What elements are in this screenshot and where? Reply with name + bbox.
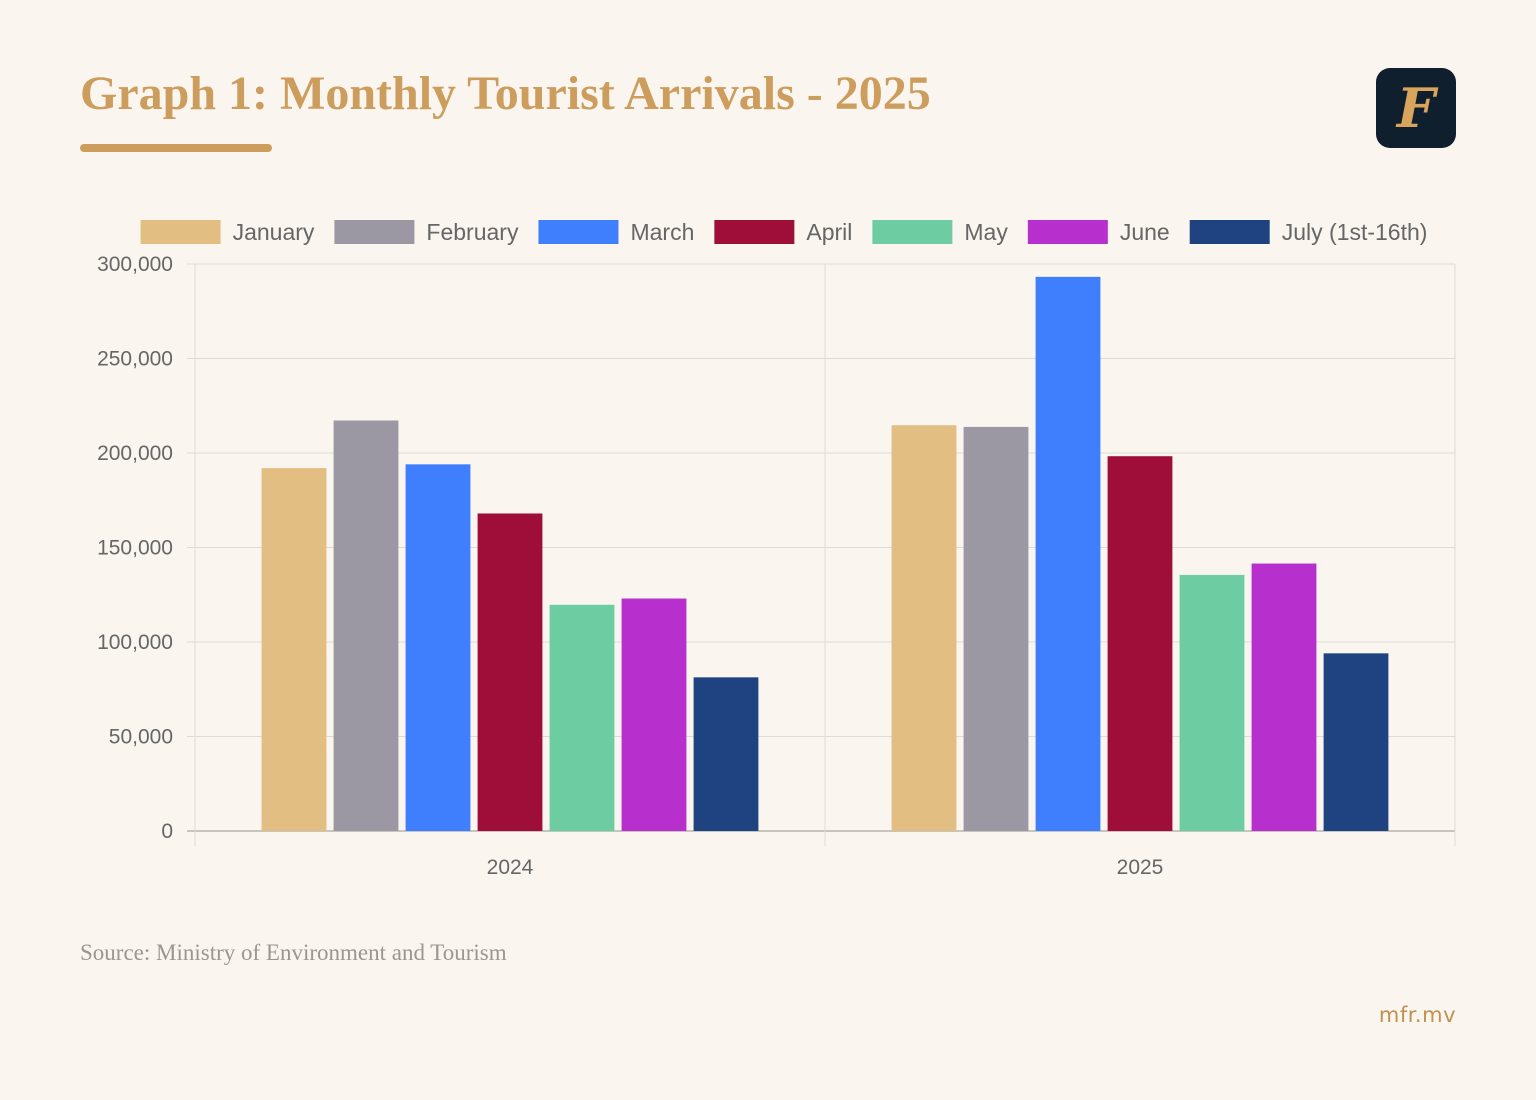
bar-2025-june: [1251, 563, 1317, 831]
bar-2024-june: [621, 598, 687, 831]
y-tick-label: 250,000: [97, 348, 173, 371]
y-tick-label: 150,000: [97, 537, 173, 560]
legend-swatch: [1189, 220, 1270, 244]
legend-swatch: [538, 220, 619, 244]
legend-swatch: [1027, 220, 1108, 244]
y-tick-label: 200,000: [97, 442, 173, 465]
legend-label: March: [630, 219, 694, 245]
bar-2025-march: [1035, 276, 1101, 831]
legend-swatch: [714, 220, 795, 244]
bar-2025-april: [1107, 456, 1173, 831]
bar-2024-may: [549, 604, 615, 831]
legend-label: June: [1120, 219, 1170, 245]
y-tick-label: 50,000: [109, 726, 173, 749]
bar-2025-may: [1179, 574, 1245, 831]
x-axis: 2024 2025: [487, 856, 1164, 879]
bar-2025-january: [891, 425, 957, 831]
y-tick-label: 300,000: [97, 253, 173, 276]
bar-2024-april: [477, 513, 543, 831]
x-tick-label: 2025: [1117, 856, 1164, 879]
legend-swatch: [334, 220, 415, 244]
legend-label: February: [426, 219, 519, 245]
legend-item: May: [872, 219, 1008, 245]
logo-f-icon: F: [1396, 76, 1436, 140]
y-axis: 0 50,000 100,000 150,000 200,000 250,000 300,0…: [97, 253, 173, 843]
source-note: Source: Ministry of Environment and Tour…: [80, 940, 507, 965]
site-link[interactable]: mfr.mv: [1378, 1003, 1456, 1027]
legend-item: February: [334, 219, 519, 245]
legend-item: January: [140, 219, 315, 245]
legend-item: April: [714, 219, 852, 245]
page-title: Graph 1: Monthly Tourist Arrivals - 2025: [80, 67, 931, 120]
x-tick-label: 2024: [487, 856, 534, 879]
bar-chart: January February March April May June July (1s…: [97, 219, 1456, 879]
legend-item: June: [1027, 219, 1170, 245]
bar-2024-july-1st-16th: [693, 677, 759, 831]
legend-item: July (1st-16th): [1189, 219, 1428, 245]
title-underline: [80, 144, 272, 152]
legend-label: April: [806, 219, 852, 245]
legend-label: July (1st-16th): [1282, 219, 1428, 245]
legend-item: March: [538, 219, 694, 245]
bar-2025-july-1st-16th: [1323, 653, 1389, 831]
bar-2025-february: [963, 426, 1029, 831]
y-tick-label: 0: [161, 820, 173, 843]
legend-swatch: [872, 220, 953, 244]
legend-label: May: [964, 219, 1008, 245]
legend-swatch: [140, 220, 221, 244]
bar-2024-february: [333, 420, 399, 831]
bar-2024-january: [261, 468, 327, 831]
bar-2024-march: [405, 464, 471, 831]
chart-bars: [261, 276, 1389, 831]
chart-legend: January February March April May June July (1s…: [140, 219, 1428, 245]
legend-label: January: [233, 219, 315, 245]
y-tick-label: 100,000: [97, 631, 173, 654]
logo: F: [1376, 68, 1456, 148]
